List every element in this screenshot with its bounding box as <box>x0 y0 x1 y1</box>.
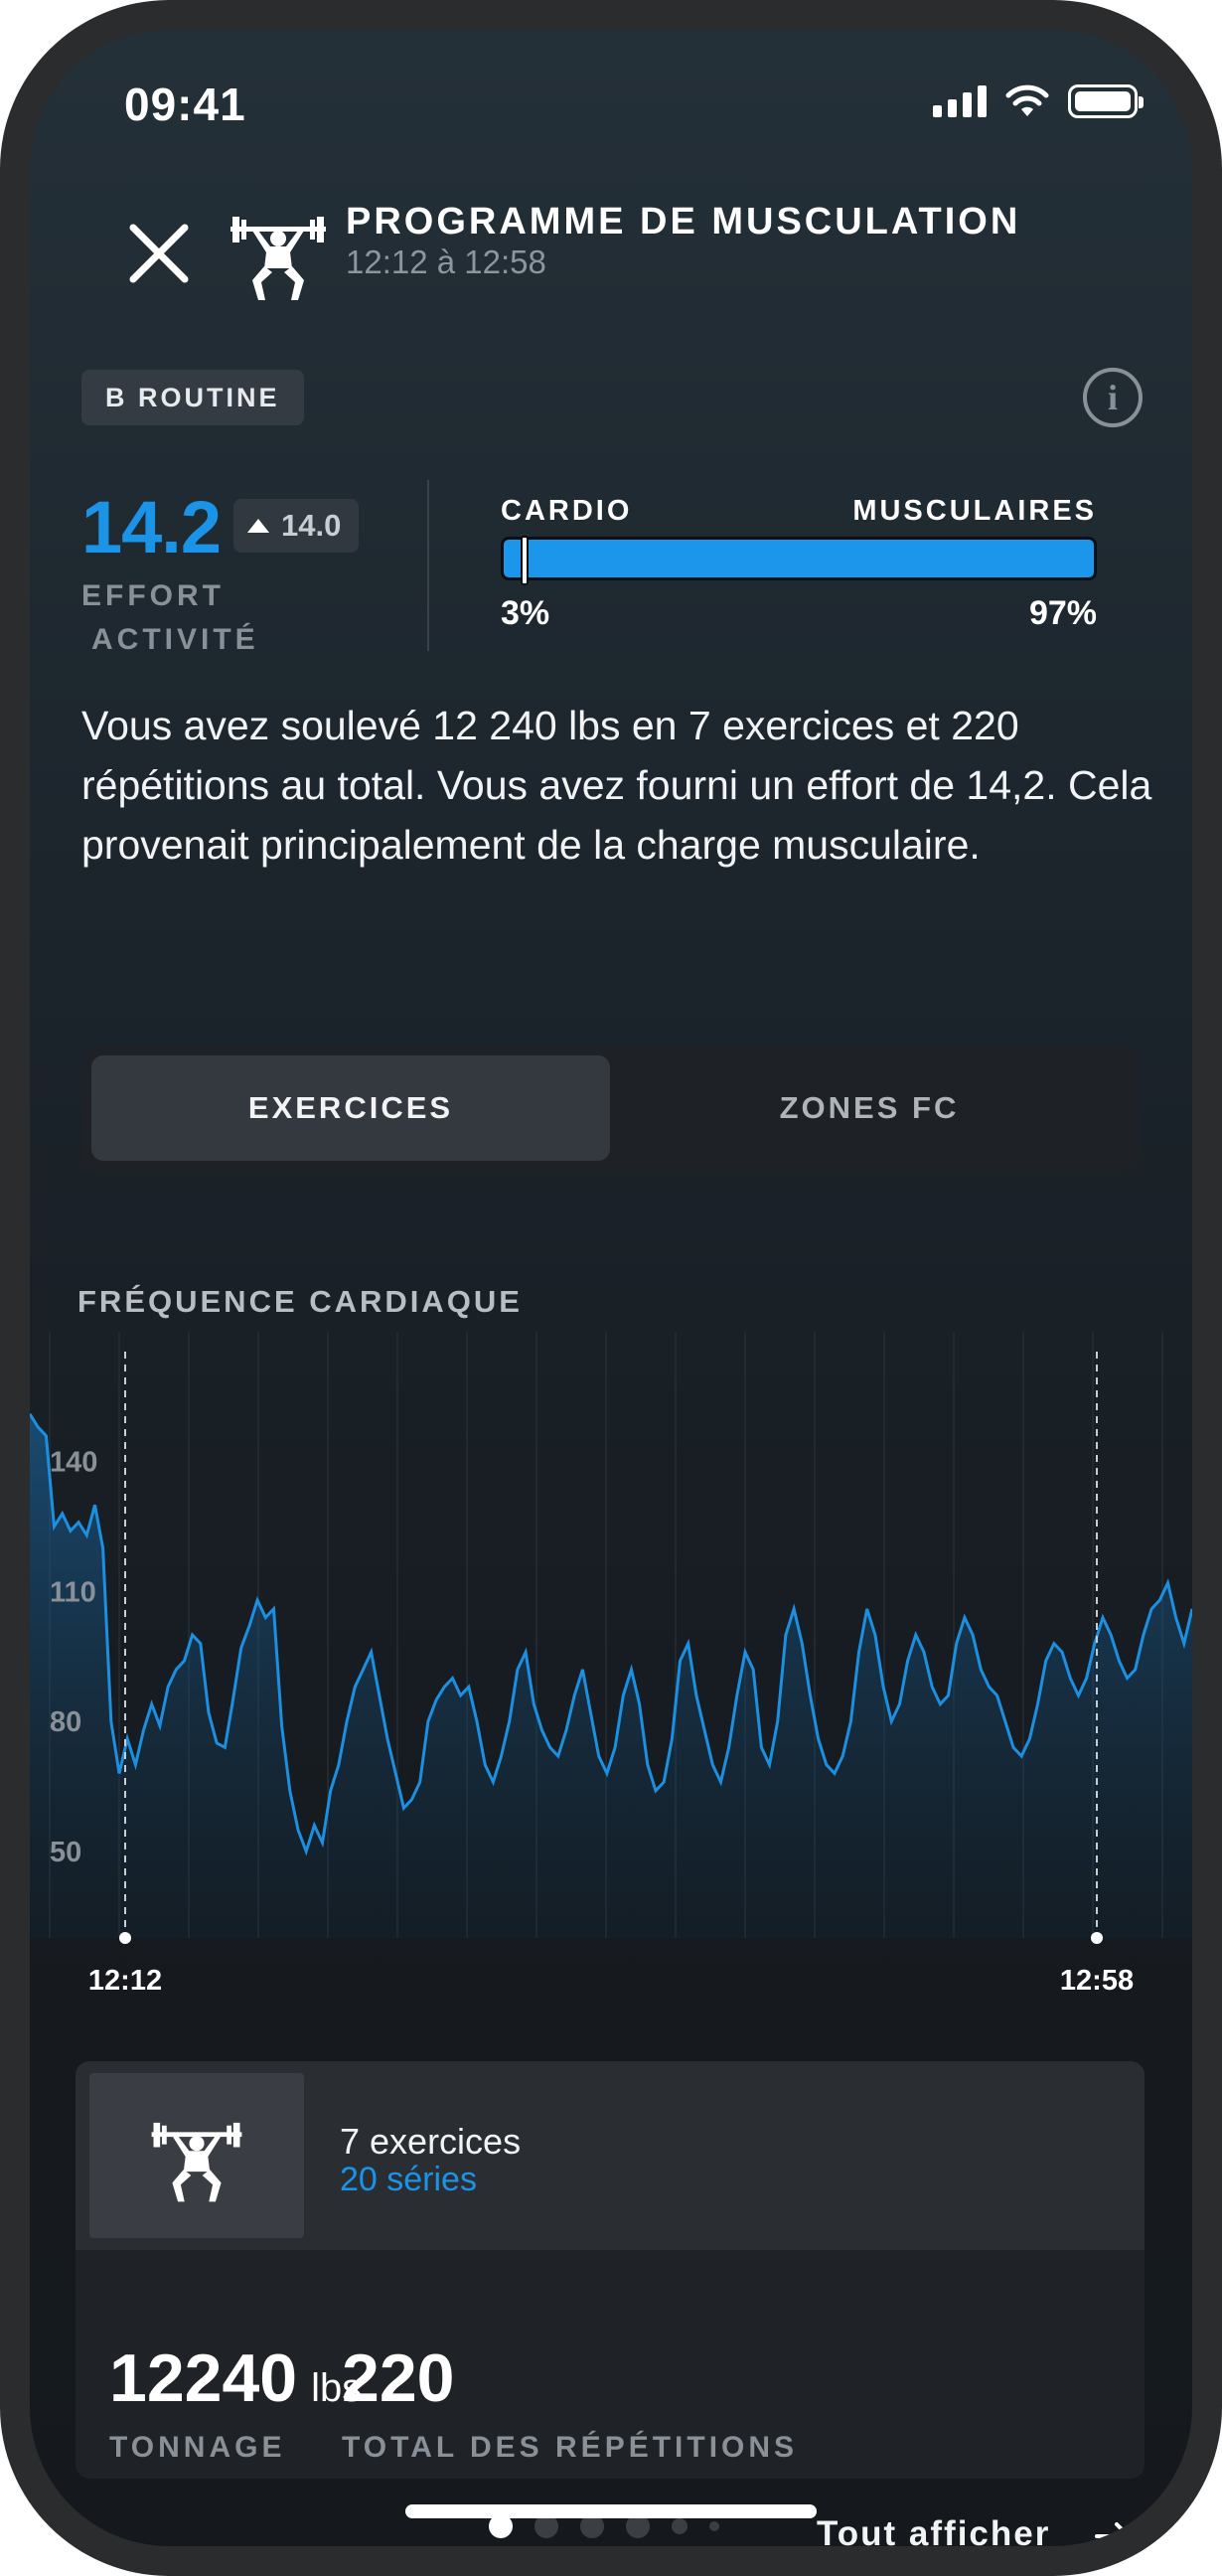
y-tick-label: 50 <box>50 1837 81 1868</box>
exercise-summary-card[interactable]: 7 exercices 20 séries 12240 lbs TONNAGE 2… <box>76 2061 1145 2479</box>
tonnage-value-group: 12240 lbs <box>109 2339 362 2417</box>
battery-icon <box>1068 84 1144 118</box>
info-icon[interactable]: i <box>1083 368 1143 427</box>
see-all-link[interactable]: Tout afficher <box>817 2514 1051 2546</box>
tab-exercices[interactable]: EXERCICES <box>91 1055 610 1161</box>
tab-zones-fc[interactable]: ZONES FC <box>779 1090 960 1125</box>
muscular-label: MUSCULAIRES <box>852 495 1097 527</box>
status-time: 09:41 <box>124 79 246 130</box>
effort-label-line1: EFFORT <box>81 579 225 612</box>
page-dot[interactable] <box>709 2521 719 2531</box>
muscular-percent: 97% <box>1028 594 1097 632</box>
routine-badge: B ROUTINE <box>81 370 304 425</box>
series-count[interactable]: 20 séries <box>340 2161 477 2198</box>
effort-delta-value: 14.0 <box>281 508 342 543</box>
weightlifting-icon <box>151 2122 242 2202</box>
cardio-percent: 3% <box>501 594 550 632</box>
chart-title: FRÉQUENCE CARDIAQUE <box>77 1284 523 1319</box>
exercise-count: 7 exercices <box>340 2121 522 2162</box>
card-thumbnail <box>89 2073 304 2238</box>
load-marker <box>521 536 529 585</box>
x-axis-label: 12:12 <box>88 1965 162 1997</box>
tonnage-label: TONNAGE <box>109 2431 286 2464</box>
tonnage-value: 12240 <box>109 2340 298 2416</box>
tonnage-unit: lbs <box>311 2366 363 2410</box>
hr-line <box>30 1413 1192 1856</box>
load-footer: 3% 97% <box>501 594 1097 633</box>
y-tick-label: 80 <box>50 1706 81 1738</box>
start-marker-dot <box>119 1932 131 1944</box>
screen: 09:41 PROGRA <box>30 30 1192 2546</box>
load-bar <box>501 537 1097 580</box>
page-dot[interactable] <box>535 2514 558 2538</box>
cardio-label: CARDIO <box>501 495 633 527</box>
y-tick-label: 140 <box>50 1447 97 1479</box>
page-title: PROGRAMME DE MUSCULATION <box>346 201 1021 242</box>
load-header: CARDIO MUSCULAIRES <box>501 495 1097 528</box>
hr-area <box>30 1413 1192 1938</box>
y-tick-label: 110 <box>50 1576 96 1608</box>
arrow-right-icon[interactable] <box>1093 2514 1143 2546</box>
home-indicator[interactable] <box>405 2504 817 2518</box>
reps-label: TOTAL DES RÉPÉTITIONS <box>342 2431 799 2464</box>
triangle-up-icon <box>247 519 269 533</box>
page-dot[interactable] <box>672 2518 687 2534</box>
summary-text: Vous avez soulevé 12 240 lbs en 7 exerci… <box>81 703 1152 868</box>
status-icons <box>933 84 1144 118</box>
divider <box>427 480 429 651</box>
segmented-tabs: EXERCICES ZONES FC <box>81 1046 1139 1171</box>
close-icon[interactable] <box>119 214 199 293</box>
wifi-icon <box>1005 84 1049 116</box>
page-dot[interactable] <box>626 2514 650 2538</box>
weightlifting-icon <box>230 217 326 300</box>
reps-value: 220 <box>342 2340 455 2416</box>
time-range: 12:12 à 12:58 <box>346 243 546 280</box>
end-marker-dot <box>1091 1932 1103 1944</box>
effort-label: EFFORT ACTIVITÉ <box>81 574 310 662</box>
effort-delta-badge: 14.0 <box>233 499 360 553</box>
page-dot[interactable] <box>580 2514 604 2538</box>
page-dots <box>489 2514 719 2538</box>
effort-value: 14.2 <box>81 486 222 568</box>
heart-rate-chart[interactable]: 140 110 80 50 12:12 12:58 <box>30 1332 1192 2008</box>
page-dot[interactable] <box>489 2514 513 2538</box>
effort-label-line2: ACTIVITÉ <box>91 623 259 656</box>
cellular-signal-icon <box>933 85 987 117</box>
x-axis-label: 12:58 <box>1060 1965 1134 1997</box>
